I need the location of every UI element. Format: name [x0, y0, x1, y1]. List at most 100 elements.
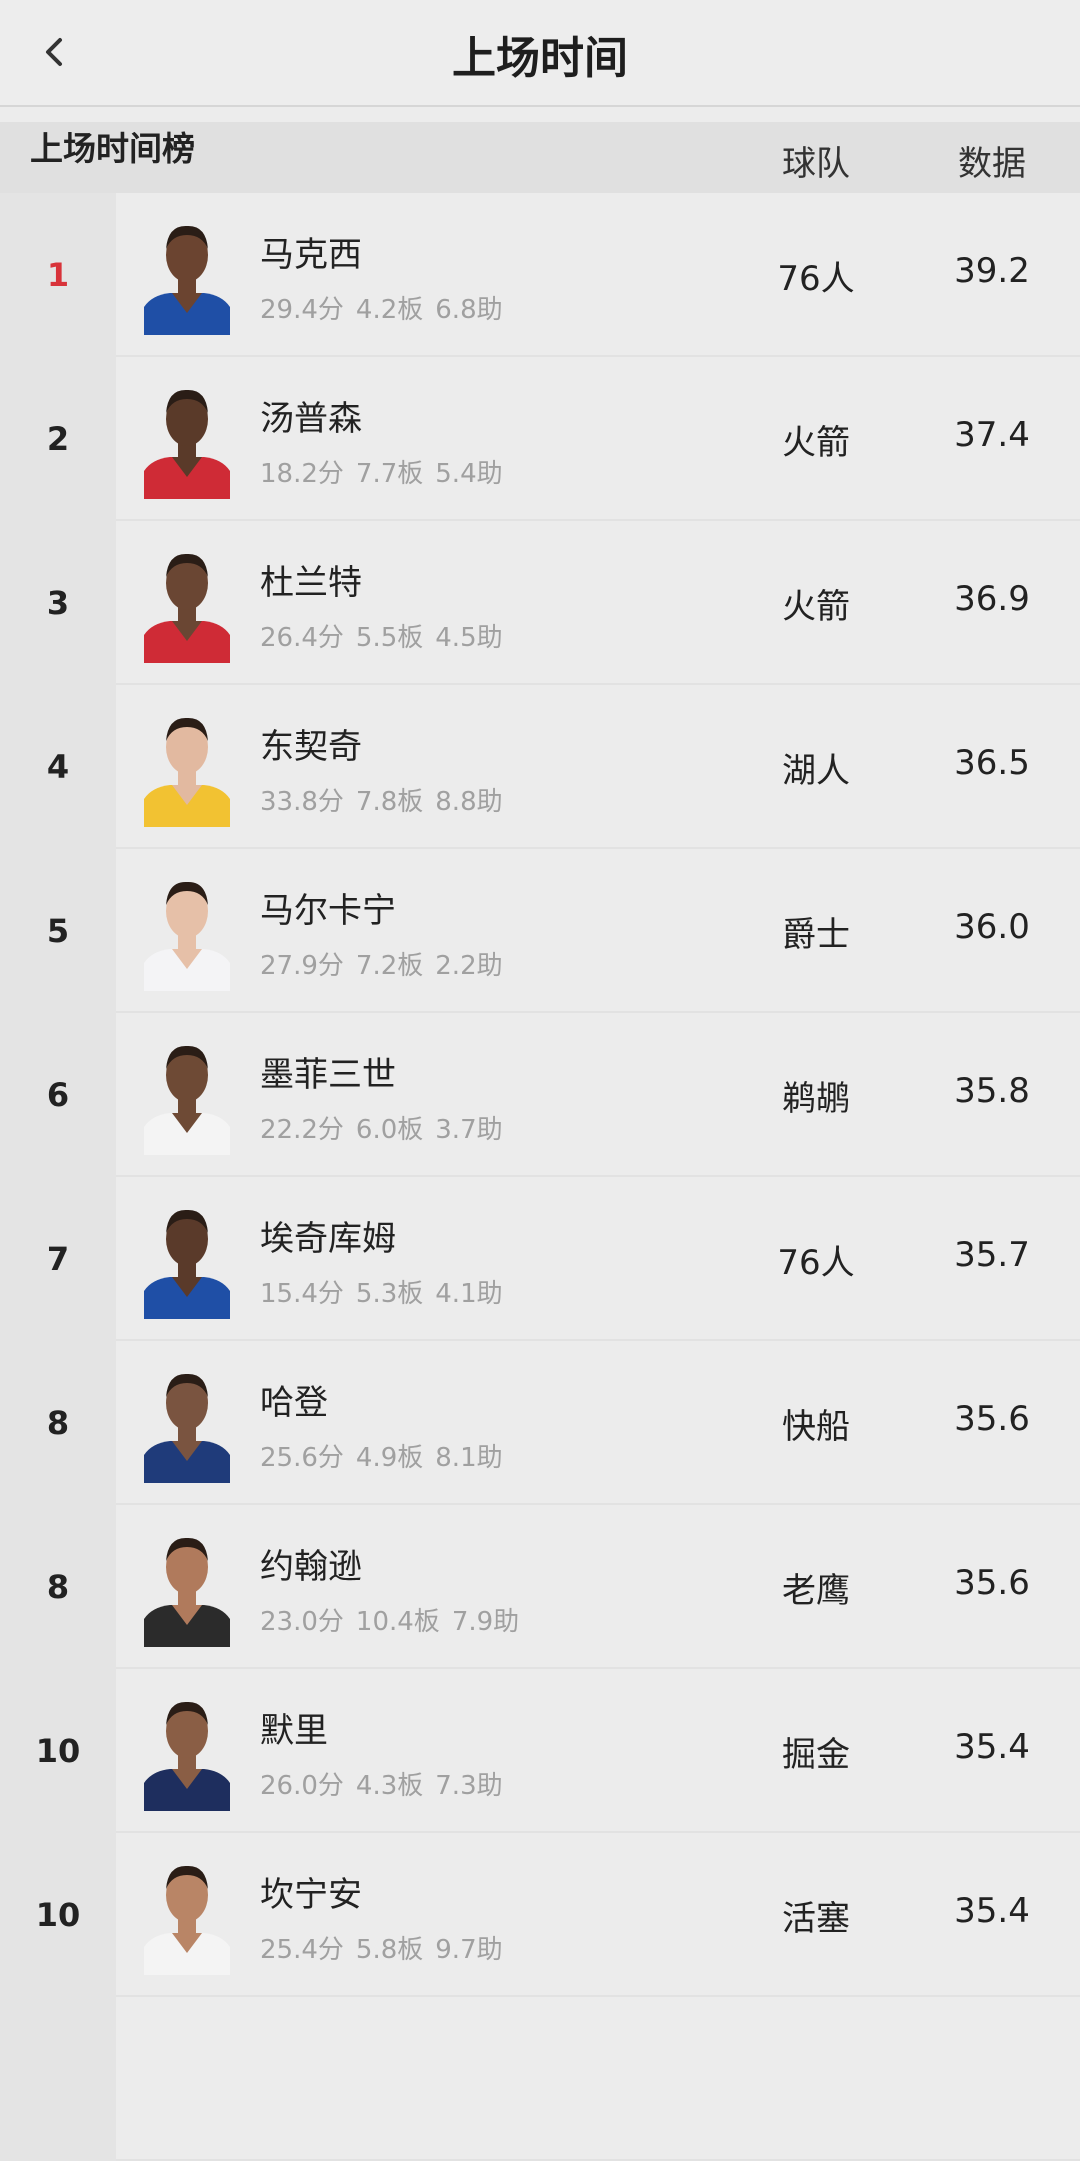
player-name[interactable]: 马克西 — [260, 235, 362, 275]
rank: 8 — [0, 1341, 116, 1505]
team-name: 76人 — [777, 1243, 855, 1283]
table-row[interactable]: 8 哈登 25.6分 4.9板 8.1助 快船 35.6 — [0, 1341, 1080, 1505]
rank: 10 — [0, 1833, 116, 1997]
player-stats: 18.2分 7.7板 5.4助 — [260, 453, 515, 490]
rebounds: 7.8板 — [355, 787, 424, 817]
assists: 4.5助 — [435, 623, 503, 653]
team-name: 老鹰 — [782, 1571, 850, 1611]
points: 29.4分 — [260, 295, 344, 325]
assists: 7.9助 — [451, 1607, 520, 1637]
page-title: 上场时间 — [452, 33, 628, 84]
player-stats: 26.0分 4.3板 7.3助 — [260, 1765, 515, 1802]
rebounds: 4.3板 — [355, 1771, 424, 1801]
minutes-value: 36.9 — [954, 579, 1030, 619]
table-row[interactable]: 3 杜兰特 26.4分 5.5板 4.5助 火箭 36.9 — [0, 521, 1080, 685]
player-name[interactable]: 埃奇库姆 — [260, 1219, 396, 1259]
assists: 4.1助 — [435, 1279, 503, 1309]
back-button[interactable] — [36, 30, 76, 74]
player-avatar[interactable] — [144, 1199, 230, 1319]
assists: 7.3助 — [435, 1771, 503, 1801]
team-name: 爵士 — [782, 915, 850, 955]
rank: 4 — [0, 685, 116, 849]
rank-cell — [0, 1997, 116, 2161]
player-stats: 26.4分 5.5板 4.5助 — [260, 617, 515, 654]
rebounds: 7.7板 — [355, 459, 424, 489]
player-avatar[interactable] — [144, 707, 230, 827]
minutes-value: 37.4 — [954, 415, 1030, 455]
player-avatar[interactable] — [144, 1691, 230, 1811]
column-team: 球队 — [782, 144, 850, 184]
table-header: 上场时间榜 球队 数据 — [0, 122, 1080, 193]
player-name[interactable]: 汤普森 — [260, 399, 362, 439]
team-name: 快船 — [782, 1407, 850, 1447]
player-cell: 墨菲三世 22.2分 6.0板 3.7助 鹈鹕 35.8 — [116, 1013, 1080, 1177]
points: 23.0分 — [260, 1607, 344, 1637]
player-stats: 25.4分 5.8板 9.7助 — [260, 1929, 515, 1966]
rebounds: 10.4板 — [355, 1607, 440, 1637]
rank: 1 — [0, 193, 116, 357]
points: 22.2分 — [260, 1115, 344, 1145]
player-avatar[interactable] — [144, 1855, 230, 1975]
rebounds: 7.2板 — [355, 951, 424, 981]
player-name[interactable]: 东契奇 — [260, 727, 362, 767]
player-avatar[interactable] — [144, 215, 230, 335]
player-cell: 哈登 25.6分 4.9板 8.1助 快船 35.6 — [116, 1341, 1080, 1505]
player-stats: 29.4分 4.2板 6.8助 — [260, 289, 515, 326]
rank: 3 — [0, 521, 116, 685]
minutes-value: 36.0 — [954, 907, 1030, 947]
player-cell: 坎宁安 25.4分 5.8板 9.7助 活塞 35.4 — [116, 1833, 1080, 1997]
player-name[interactable]: 约翰逊 — [260, 1547, 362, 1587]
points: 26.4分 — [260, 623, 344, 653]
points: 27.9分 — [260, 951, 344, 981]
rank: 8 — [0, 1505, 116, 1669]
player-avatar[interactable] — [144, 1527, 230, 1647]
points: 25.4分 — [260, 1935, 344, 1965]
assists: 6.8助 — [435, 295, 503, 325]
team-name: 活塞 — [782, 1899, 850, 1939]
rebounds: 5.5板 — [355, 623, 424, 653]
table-row[interactable]: 7 埃奇库姆 15.4分 5.3板 4.1助 76人 35.7 — [0, 1177, 1080, 1341]
table-row[interactable]: 5 马尔卡宁 27.9分 7.2板 2.2助 爵士 36.0 — [0, 849, 1080, 1013]
player-name[interactable]: 坎宁安 — [260, 1875, 362, 1915]
team-name: 火箭 — [782, 587, 850, 627]
player-avatar[interactable] — [144, 379, 230, 499]
player-avatar[interactable] — [144, 1363, 230, 1483]
chevron-left-icon — [46, 38, 62, 66]
minutes-value: 35.4 — [954, 1891, 1030, 1931]
player-stats: 33.8分 7.8板 8.8助 — [260, 781, 515, 818]
minutes-value: 35.6 — [954, 1399, 1030, 1439]
team-name: 火箭 — [782, 423, 850, 463]
rank: 10 — [0, 1669, 116, 1833]
player-avatar[interactable] — [144, 871, 230, 991]
table-row[interactable]: 10 默里 26.0分 4.3板 7.3助 掘金 35.4 — [0, 1669, 1080, 1833]
player-cell: 马尔卡宁 27.9分 7.2板 2.2助 爵士 36.0 — [116, 849, 1080, 1013]
player-name[interactable]: 马尔卡宁 — [260, 891, 396, 931]
player-cell — [116, 1997, 1080, 2161]
table-row-partial — [0, 1997, 1080, 2161]
nav-bar: 上场时间 — [0, 0, 1080, 107]
table-row[interactable]: 2 汤普森 18.2分 7.7板 5.4助 火箭 37.4 — [0, 357, 1080, 521]
assists: 5.4助 — [435, 459, 503, 489]
player-stats: 23.0分 10.4板 7.9助 — [260, 1601, 531, 1638]
table-row[interactable]: 6 墨菲三世 22.2分 6.0板 3.7助 鹈鹕 35.8 — [0, 1013, 1080, 1177]
player-cell: 东契奇 33.8分 7.8板 8.8助 湖人 36.5 — [116, 685, 1080, 849]
player-avatar[interactable] — [144, 543, 230, 663]
assists: 8.8助 — [435, 787, 503, 817]
player-avatar[interactable] — [144, 1035, 230, 1155]
points: 33.8分 — [260, 787, 344, 817]
table-row[interactable]: 10 坎宁安 25.4分 5.8板 9.7助 活塞 35.4 — [0, 1833, 1080, 1997]
table-row[interactable]: 1 马克西 29.4分 4.2板 6.8助 76人 39.2 — [0, 193, 1080, 357]
points: 18.2分 — [260, 459, 344, 489]
player-name[interactable]: 墨菲三世 — [260, 1055, 396, 1095]
column-value: 数据 — [958, 144, 1026, 184]
player-cell: 默里 26.0分 4.3板 7.3助 掘金 35.4 — [116, 1669, 1080, 1833]
player-name[interactable]: 哈登 — [260, 1383, 328, 1423]
table-row[interactable]: 8 约翰逊 23.0分 10.4板 7.9助 老鹰 35.6 — [0, 1505, 1080, 1669]
player-name[interactable]: 杜兰特 — [260, 563, 362, 603]
assists: 2.2助 — [435, 951, 503, 981]
player-name[interactable]: 默里 — [260, 1711, 328, 1751]
table-row[interactable]: 4 东契奇 33.8分 7.8板 8.8助 湖人 36.5 — [0, 685, 1080, 849]
minutes-value: 39.2 — [954, 251, 1030, 291]
rebounds: 4.9板 — [355, 1443, 424, 1473]
player-stats: 15.4分 5.3板 4.1助 — [260, 1273, 515, 1310]
